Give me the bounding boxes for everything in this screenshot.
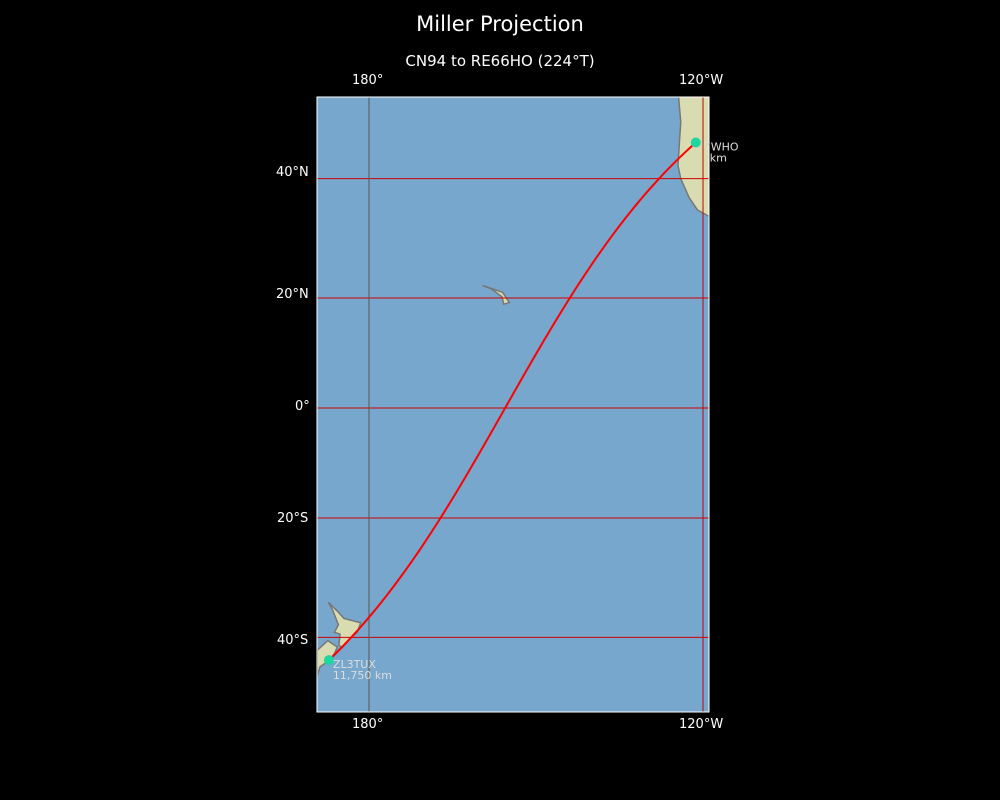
map-title: Miller Projection <box>416 12 584 36</box>
map-frame <box>316 96 710 713</box>
map-area[interactable] <box>317 90 720 712</box>
station-distance: 11,750 km <box>333 669 392 682</box>
top-lon-label-180: 180° <box>352 73 384 88</box>
hawaii <box>482 284 511 306</box>
bottom-lon-label-120w: 120°W <box>679 717 724 732</box>
station-marker[interactable] <box>690 137 701 148</box>
bottom-lon-label-180: 180° <box>352 717 384 732</box>
station-callsign: 7WHO <box>704 141 739 154</box>
ocean <box>317 97 709 712</box>
great-circle-path <box>328 141 697 661</box>
map-subtitle: CN94 to RE66HO (224°T) <box>405 52 595 70</box>
lat-label-20n: 20°N <box>276 287 309 302</box>
lat-label-40n: 40°N <box>276 165 309 180</box>
top-lon-label-120w: 120°W <box>679 73 724 88</box>
station-distance: km <box>710 152 727 165</box>
lat-label-0: 0° <box>295 399 310 414</box>
north-america-coast <box>677 97 709 218</box>
station-marker[interactable] <box>323 655 334 666</box>
lat-label-40s: 40°S <box>277 633 309 648</box>
lat-label-20s: 20°S <box>277 511 309 526</box>
station-callsign: ZL3TUX <box>333 658 376 671</box>
